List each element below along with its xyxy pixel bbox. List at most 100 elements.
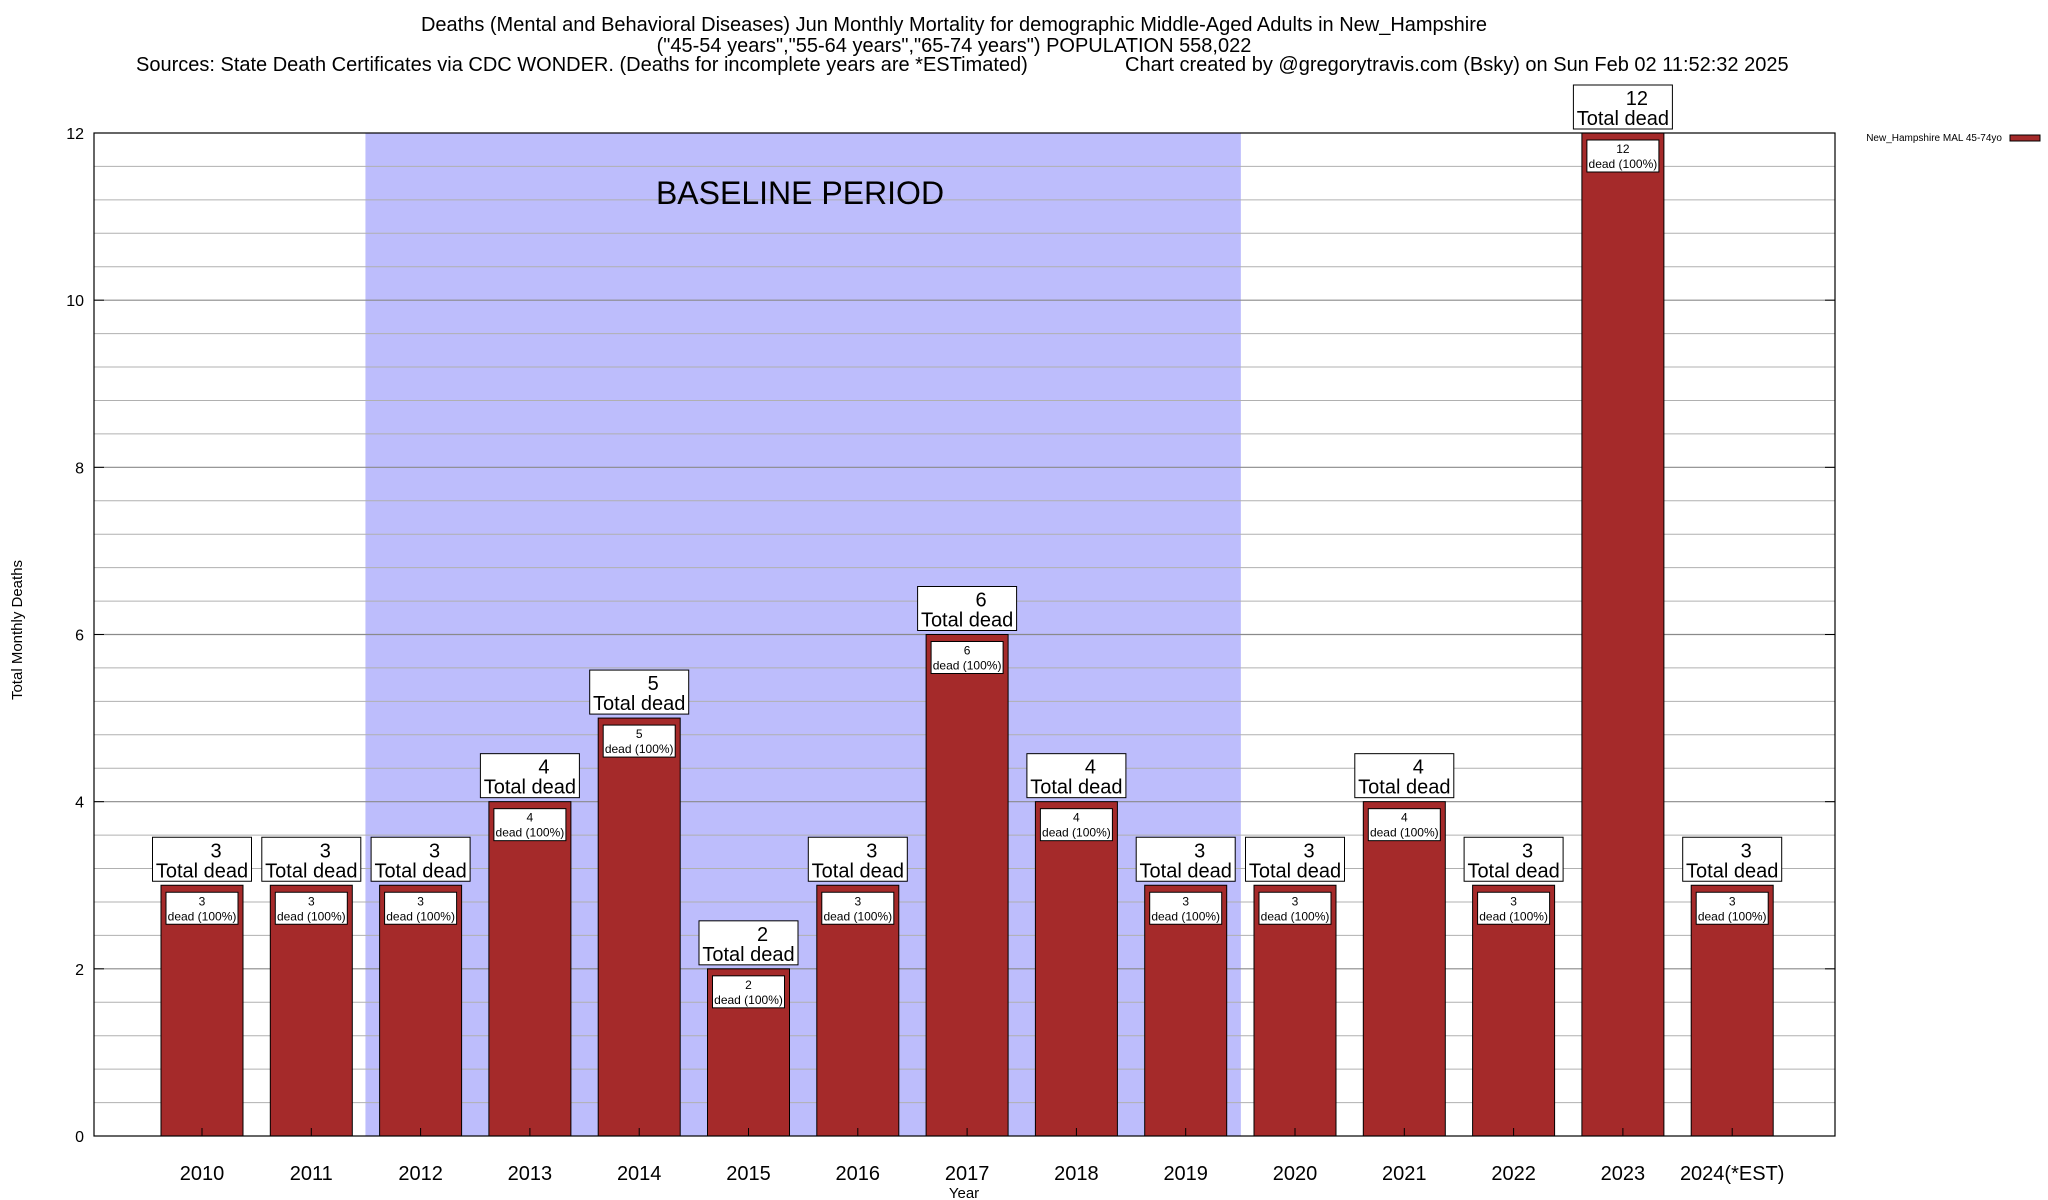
x-tick-label: 2017 [945, 1163, 990, 1185]
bar-total-value: 6 [976, 590, 987, 612]
bar-total-label: Total dead [812, 860, 904, 882]
x-tick-label: 2014 [617, 1163, 662, 1185]
bar-total-value: 3 [1741, 840, 1752, 862]
bar [1472, 884, 1556, 1137]
bar-inner-label: dead (100%) [496, 826, 565, 840]
bar-inner-value: 3 [1292, 894, 1299, 908]
x-tick-label: 2018 [1054, 1163, 1099, 1185]
x-tick-label: 2012 [398, 1163, 443, 1185]
bar-inner-label: dead (100%) [168, 909, 237, 923]
bar [816, 884, 900, 1137]
bar-total-label: Total dead [265, 860, 357, 882]
bar [597, 717, 681, 1137]
bar-total-label-box [1572, 84, 1673, 130]
baseline-period-label: BASELINE PERIOD [656, 175, 944, 211]
bar-total-label: Total dead [1467, 860, 1559, 882]
bar [269, 884, 353, 1137]
x-tick-label: 2010 [180, 1163, 225, 1185]
bar-inner-label: dead (100%) [1261, 909, 1330, 923]
y-tick-label: 8 [75, 460, 84, 477]
bar-total-label: Total dead [1140, 860, 1232, 882]
bar-inner-value: 3 [1729, 894, 1736, 908]
bar-inner-label: dead (100%) [823, 909, 892, 923]
bar-inner-label: dead (100%) [386, 909, 455, 923]
bar-inner-label-box [1586, 139, 1660, 173]
bar-total-label: Total dead [1686, 860, 1778, 882]
bar-total-label: Total dead [1249, 860, 1341, 882]
axis-ticks: 0 2 4 6 8 10 12 2010 2011 2012 2013 2014 2015 2016 201… [66, 126, 1835, 1185]
y-tick-label: 0 [75, 1129, 84, 1146]
chart-credit: Chart created by @gregorytravis.com (Bsk… [1125, 54, 1789, 76]
bar-total-label: Total dead [484, 777, 576, 799]
bar-total-label-box [589, 669, 690, 715]
bar-inner-label-box [274, 891, 348, 925]
bar-total-label: Total dead [702, 944, 794, 966]
y-tick-label: 6 [75, 628, 84, 645]
bar-inner-label: dead (100%) [1479, 909, 1548, 923]
bar-inner-label: dead (100%) [933, 659, 1002, 673]
bar [1034, 801, 1118, 1137]
bar-total-label: Total dead [593, 693, 685, 715]
bar-total-label-box [1026, 753, 1127, 799]
bar-total-label: Total dead [1577, 108, 1669, 130]
bar-total-label: Total dead [156, 860, 248, 882]
x-tick-label: 2024(*EST) [1680, 1163, 1785, 1185]
x-tick-label: 2019 [1163, 1163, 1208, 1185]
x-tick-label: 2015 [726, 1163, 771, 1185]
bar-total-label-box [1245, 836, 1345, 882]
bar-total-value: 5 [648, 673, 659, 695]
bar-inner-label-box [384, 891, 458, 925]
bar-total-label-box [1463, 836, 1564, 882]
bar-inner-value: 3 [1182, 894, 1189, 908]
bar-total-label-box [1682, 836, 1783, 882]
bar-inner-label: dead (100%) [605, 742, 674, 756]
bar-inner-label-box [1039, 808, 1113, 842]
bar-inner-value: 3 [199, 894, 206, 908]
bar-total-value: 3 [210, 840, 221, 862]
bar-inner-value: 2 [745, 978, 752, 992]
bar-inner-label-box [1367, 808, 1441, 842]
bar-inner-value: 3 [308, 894, 315, 908]
bar-inner-label: dead (100%) [1042, 826, 1111, 840]
chart-title-line2: ("45-54 years","55-64 years","65-74 year… [656, 35, 1252, 57]
bar-inner-label: dead (100%) [1151, 909, 1220, 923]
bar-inner-label: dead (100%) [1698, 909, 1767, 923]
legend-swatch [2009, 134, 2041, 142]
bar-total-label: Total dead [1030, 777, 1122, 799]
bar-total-label-box [370, 836, 471, 882]
bar-total-label-box [479, 753, 580, 799]
y-axis-label: Total Monthly Deaths [9, 560, 26, 700]
x-tick-label: 2020 [1273, 1163, 1318, 1185]
chart-sources: Sources: State Death Certificates via CD… [136, 54, 1028, 76]
bar-inner-label: dead (100%) [1589, 157, 1658, 171]
bar-total-label-box [261, 836, 362, 882]
bar-total-value: 3 [1522, 840, 1533, 862]
bar-total-label-box [152, 836, 252, 882]
bar-inner-label-box [1258, 891, 1332, 925]
bar-inner-value: 5 [636, 727, 643, 741]
bar [1362, 801, 1446, 1137]
bar-total-value: 3 [1303, 840, 1314, 862]
bar-total-label: Total dead [374, 860, 466, 882]
x-tick-label: 2011 [290, 1163, 333, 1185]
y-tick-label: 4 [75, 795, 84, 812]
y-tick-label: 10 [66, 293, 84, 310]
bar [379, 884, 463, 1137]
bar-inner-label: dead (100%) [714, 993, 783, 1007]
legend: New_Hampshire MAL 45-74yo [1866, 133, 2041, 144]
bar-inner-label: dead (100%) [1370, 826, 1439, 840]
bar-inner-label-box [1477, 891, 1551, 925]
x-tick-label: 2013 [508, 1163, 553, 1185]
bar-total-value: 4 [1413, 757, 1424, 779]
bar [1581, 132, 1665, 1137]
bar-total-value: 3 [866, 840, 877, 862]
bar-total-label: Total dead [921, 610, 1013, 632]
bar-inner-value: 12 [1616, 142, 1630, 156]
y-tick-label: 2 [75, 962, 84, 979]
bar-inner-label-box [602, 724, 676, 758]
bar-total-value: 4 [538, 757, 549, 779]
bar-inner-value: 3 [854, 894, 861, 908]
plot-frame [93, 132, 1836, 1137]
